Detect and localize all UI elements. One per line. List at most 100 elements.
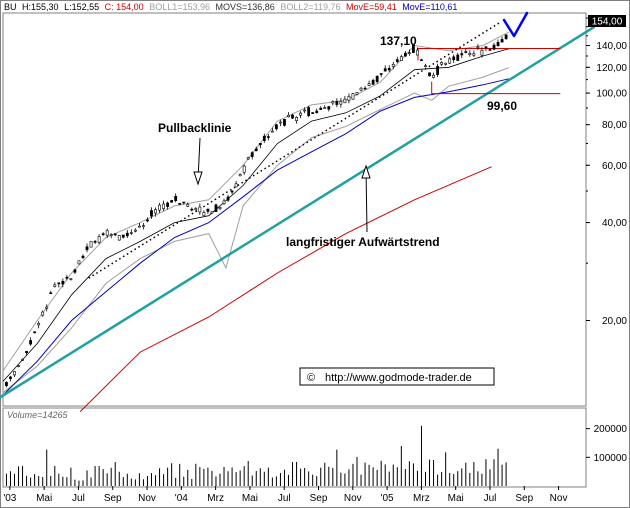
x-axis: '03 Mai Jul Sep Nov '04 Mrz Mai Jul Sep Nov '05 Mrz M… [3, 486, 567, 504]
candle-body [13, 371, 16, 376]
price-box-label: 154,00 [592, 17, 623, 28]
candle-body [428, 72, 431, 77]
candle-body [327, 106, 331, 110]
candle-body [250, 152, 254, 157]
candle-body [202, 212, 206, 216]
candle-body [214, 204, 218, 212]
price-panel [2, 12, 587, 407]
candle-body [359, 87, 363, 91]
header-boll2: BOLL2=119,76 [280, 2, 340, 12]
candle-body [420, 59, 423, 62]
candle-body [73, 269, 77, 273]
candle-body [335, 101, 339, 105]
candle-body [424, 65, 427, 68]
candle-body [230, 190, 234, 193]
candle-body [242, 165, 246, 173]
move-59-line [79, 166, 492, 412]
x-tick-label: Mai [448, 493, 464, 504]
candle-body [190, 208, 194, 211]
candle-body [287, 114, 290, 118]
candle-body [383, 68, 387, 72]
candle-body [387, 68, 391, 71]
candle-body [279, 121, 282, 124]
header-move2: MovE=110,61 [402, 2, 457, 12]
x-tick-label: Nov [138, 493, 156, 504]
x-tick-label: Jul [484, 493, 497, 504]
candle-body [69, 278, 73, 280]
candle-body [238, 174, 242, 177]
candle-body [444, 62, 448, 65]
candle-body [77, 260, 81, 265]
header-movs: MOVS=136,86 [216, 2, 275, 12]
candle-body [412, 44, 415, 53]
candle-body [347, 96, 351, 101]
candle-body [496, 42, 500, 47]
candle-body [21, 359, 24, 361]
candle-body [266, 136, 270, 138]
candle-body [500, 39, 504, 43]
y-tick-label: 80,00 [602, 120, 627, 131]
candle-body [363, 87, 367, 90]
candle-body [504, 34, 508, 40]
candle-body [121, 234, 125, 238]
pullback-label: Pullbacklinie [158, 121, 232, 135]
x-tick-label: Sep [104, 493, 122, 504]
candle-body [81, 255, 85, 259]
candle-body [407, 52, 411, 55]
candle-body [65, 276, 69, 279]
y-tick-label: 40,00 [602, 218, 627, 229]
candle-body [468, 53, 472, 55]
candle-body [432, 74, 435, 78]
candle-body [61, 280, 65, 285]
copyright-box [299, 367, 495, 386]
candle-body [25, 351, 28, 354]
candle-body [57, 282, 61, 285]
x-tick-label: Mrz [207, 493, 224, 504]
candle-body [331, 101, 335, 104]
candle-body [295, 117, 298, 121]
candle-body [170, 200, 174, 203]
candle-body [307, 107, 311, 116]
candle-body [222, 200, 226, 205]
candle-body [275, 124, 278, 130]
x-tick-label: Mai [242, 493, 258, 504]
candle-body [5, 381, 8, 387]
candle-body [476, 46, 480, 49]
candle-body [117, 235, 121, 241]
candle-body [105, 230, 109, 236]
candle-body [436, 65, 439, 75]
header-low: L:152,55 [64, 2, 99, 12]
candle-body [452, 56, 456, 60]
candle-body [194, 208, 198, 211]
header-move1: MovE=59,41 [346, 2, 397, 12]
candle-body [254, 148, 258, 152]
header-close: C: 154,00 [105, 2, 144, 12]
trend-line [0, 25, 596, 399]
candle-body [53, 284, 57, 287]
candle-body [85, 246, 89, 251]
candle-body [262, 135, 266, 141]
candle-body [315, 110, 319, 114]
trend-label: langfristiger Aufwärtstrend [286, 235, 440, 249]
candle-body [101, 233, 105, 235]
candle-body [416, 49, 419, 56]
candle-body [113, 233, 117, 236]
candle-body [246, 157, 250, 160]
candle-body [93, 241, 97, 243]
candle-body [178, 203, 182, 205]
candle-body [319, 107, 323, 110]
candle-body [150, 210, 153, 217]
y-tick-label: 120,00 [596, 63, 627, 74]
x-tick-label: Mrz [413, 493, 430, 504]
candle-body [291, 114, 294, 119]
x-tick-label: Sep [515, 493, 533, 504]
candle-body [97, 236, 101, 243]
candle-body [375, 75, 379, 82]
x-tick-label: Mai [36, 493, 52, 504]
candle-body [125, 232, 129, 237]
candle-body [464, 51, 468, 53]
candle-body [403, 52, 407, 57]
candle-body [488, 49, 492, 51]
